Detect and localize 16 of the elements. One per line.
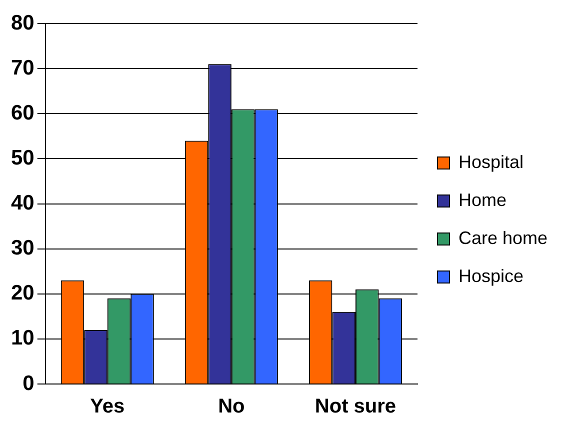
legend-label: Care home bbox=[458, 228, 548, 248]
legend-label: Home bbox=[458, 190, 507, 210]
y-tick-label: 20 bbox=[11, 282, 34, 305]
y-tick-label: 70 bbox=[11, 56, 34, 80]
y-tick-label: 80 bbox=[11, 11, 34, 34]
y-tick-label: 0 bbox=[22, 372, 34, 395]
legend-label: Hospital bbox=[458, 152, 524, 172]
y-tick-label: 60 bbox=[11, 101, 34, 124]
x-tick-label: No bbox=[218, 396, 245, 418]
legend-label: Hospice bbox=[458, 266, 524, 286]
y-tick-label: 10 bbox=[11, 326, 34, 350]
y-tick-label: 50 bbox=[11, 146, 34, 170]
y-tick-label: 40 bbox=[11, 192, 34, 215]
x-tick-label: Yes bbox=[90, 396, 125, 418]
y-tick-label: 30 bbox=[11, 236, 34, 260]
x-tick-label: Not sure bbox=[314, 396, 396, 418]
